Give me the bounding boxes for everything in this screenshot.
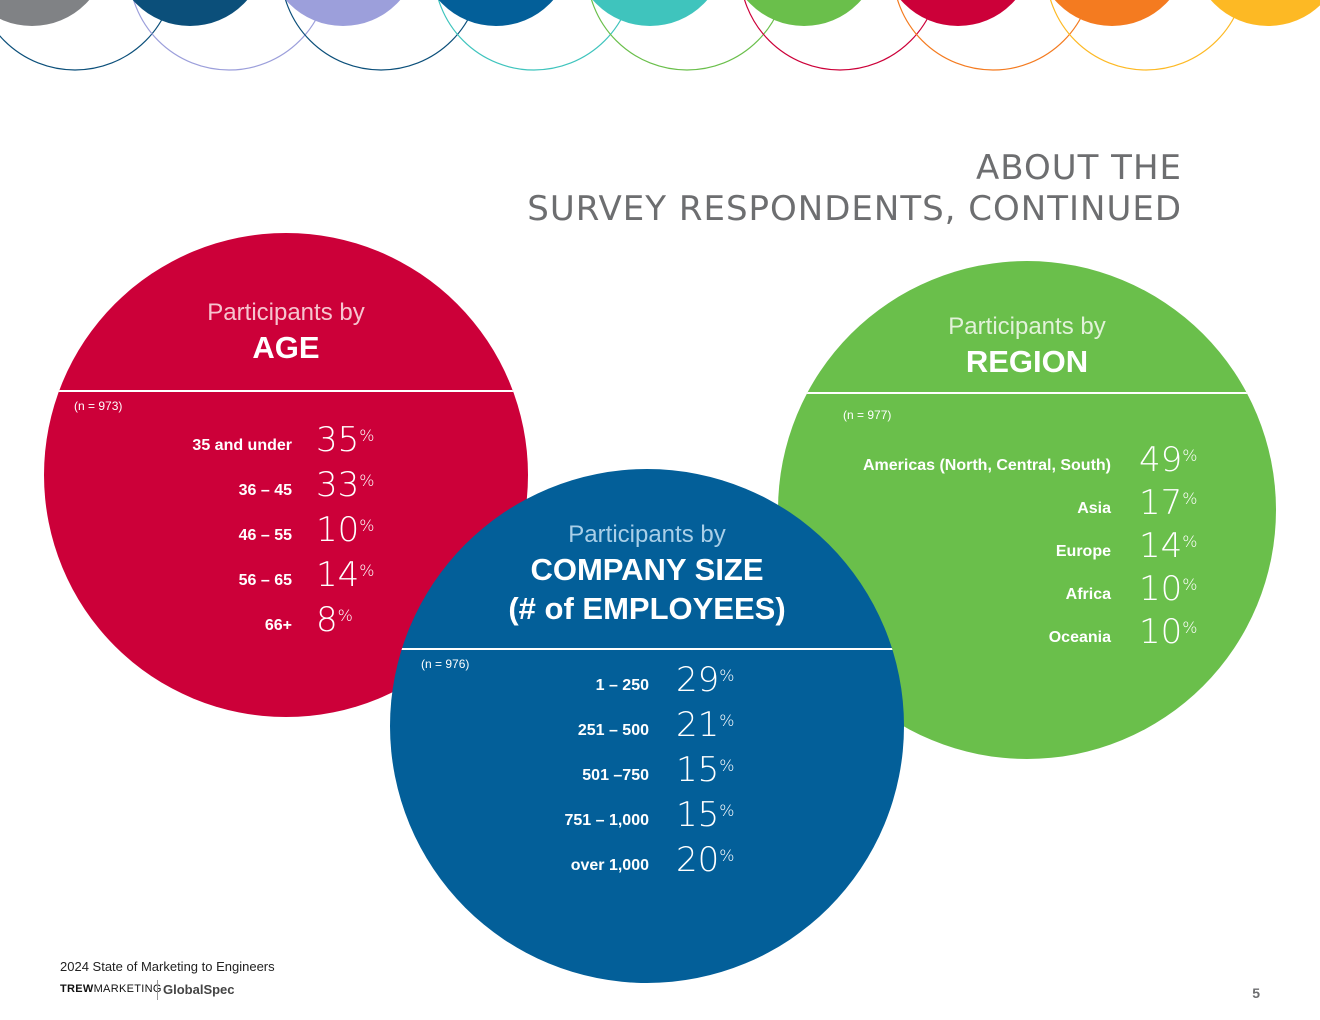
company-size-sample-size: (n = 976) [421,657,470,671]
company-size-row-value: 15% [676,750,735,790]
age-row-label: 66+ [264,617,292,634]
region-row-value: 10% [1139,612,1198,652]
age-row-value: 35% [316,420,375,460]
report-title: 2024 State of Marketing to Engineers [60,959,275,974]
company-size-subtitle: Participants by [568,521,726,548]
age-row: 56 – 65 [44,558,292,598]
age-row-label: 56 – 65 [238,572,292,589]
region-sample-size: (n = 977) [843,408,892,422]
region-row: Americas (North, Central, South) [778,443,1111,483]
age-row-label: 35 and under [192,437,292,454]
region-subtitle: Participants by [948,313,1106,340]
page-title: ABOUT THE SURVEY RESPONDENTS, CONTINUED [527,148,1182,230]
region-row: Africa [778,572,1111,612]
age-heading: AGE [252,330,320,365]
company-size-divider [390,648,904,650]
region-row-label: Africa [1065,586,1111,603]
company-size-heading-line1: COMPANY SIZE [530,552,764,587]
age-row-value: 10% [316,510,375,550]
logo-divider [157,980,158,1000]
age-sample-size: (n = 973) [74,399,123,413]
region-heading: REGION [965,344,1089,379]
company-size-row-value: 21% [676,705,735,745]
age-circle: Participants by AGE (n = 973) 35 and und… [44,233,528,717]
company-size-circle: Participants by COMPANY SIZE (# of EMPLO… [390,469,904,983]
company-size-row-label: 251 – 500 [577,722,649,739]
company-size-row-label: 501 –750 [582,767,649,784]
company-size-row-value: 20% [676,840,735,880]
age-row: 66+ [44,603,292,643]
age-row: 35 and under [44,423,292,463]
region-row-value: 14% [1139,526,1198,566]
age-row-label: 46 – 55 [238,527,292,544]
company-size-row: 501 –750 [390,753,649,793]
age-row-value: 14% [316,555,375,595]
region-row: Europe [778,529,1111,569]
region-row-label: Oceania [1048,629,1111,646]
region-row-label: Europe [1055,543,1111,560]
page-number: 5 [1252,985,1260,1001]
globalspec-logo: GlobalSpec [163,982,235,997]
region-divider [778,392,1276,394]
decorative-circles-banner [0,0,1320,71]
page-title-line2: SURVEY RESPONDENTS, CONTINUED [527,189,1182,229]
age-row-label: 36 – 45 [238,482,292,499]
age-row: 36 – 45 [44,468,292,508]
region-row-value: 10% [1139,569,1198,609]
region-row: Oceania [778,615,1111,655]
company-size-row: 251 – 500 [390,708,649,748]
company-size-row: over 1,000 [390,843,649,883]
age-divider [44,390,528,392]
company-size-heading-line2: (# of EMPLOYEES) [508,591,786,626]
company-size-row: 751 – 1,000 [390,798,649,838]
company-size-row-label: 751 – 1,000 [564,812,649,829]
region-row-label: Asia [1077,500,1111,517]
trew-marketing-logo: TREWMARKETING [60,983,162,995]
region-row-label: Americas (North, Central, South) [862,457,1111,474]
company-size-row-value: 29% [676,660,735,700]
region-row: Asia [778,486,1111,526]
age-row: 46 – 55 [44,513,292,553]
page-title-line1: ABOUT THE [975,148,1182,188]
company-size-row-value: 15% [676,795,735,835]
age-subtitle: Participants by [207,299,365,326]
company-size-row: 1 – 250 [390,663,649,703]
age-row-value: 33% [316,465,375,505]
company-size-row-label: 1 – 250 [595,677,649,694]
age-row-value: 8% [316,600,353,640]
company-size-row-label: over 1,000 [570,857,649,874]
region-row-value: 49% [1139,440,1198,480]
region-row-value: 17% [1139,483,1198,523]
